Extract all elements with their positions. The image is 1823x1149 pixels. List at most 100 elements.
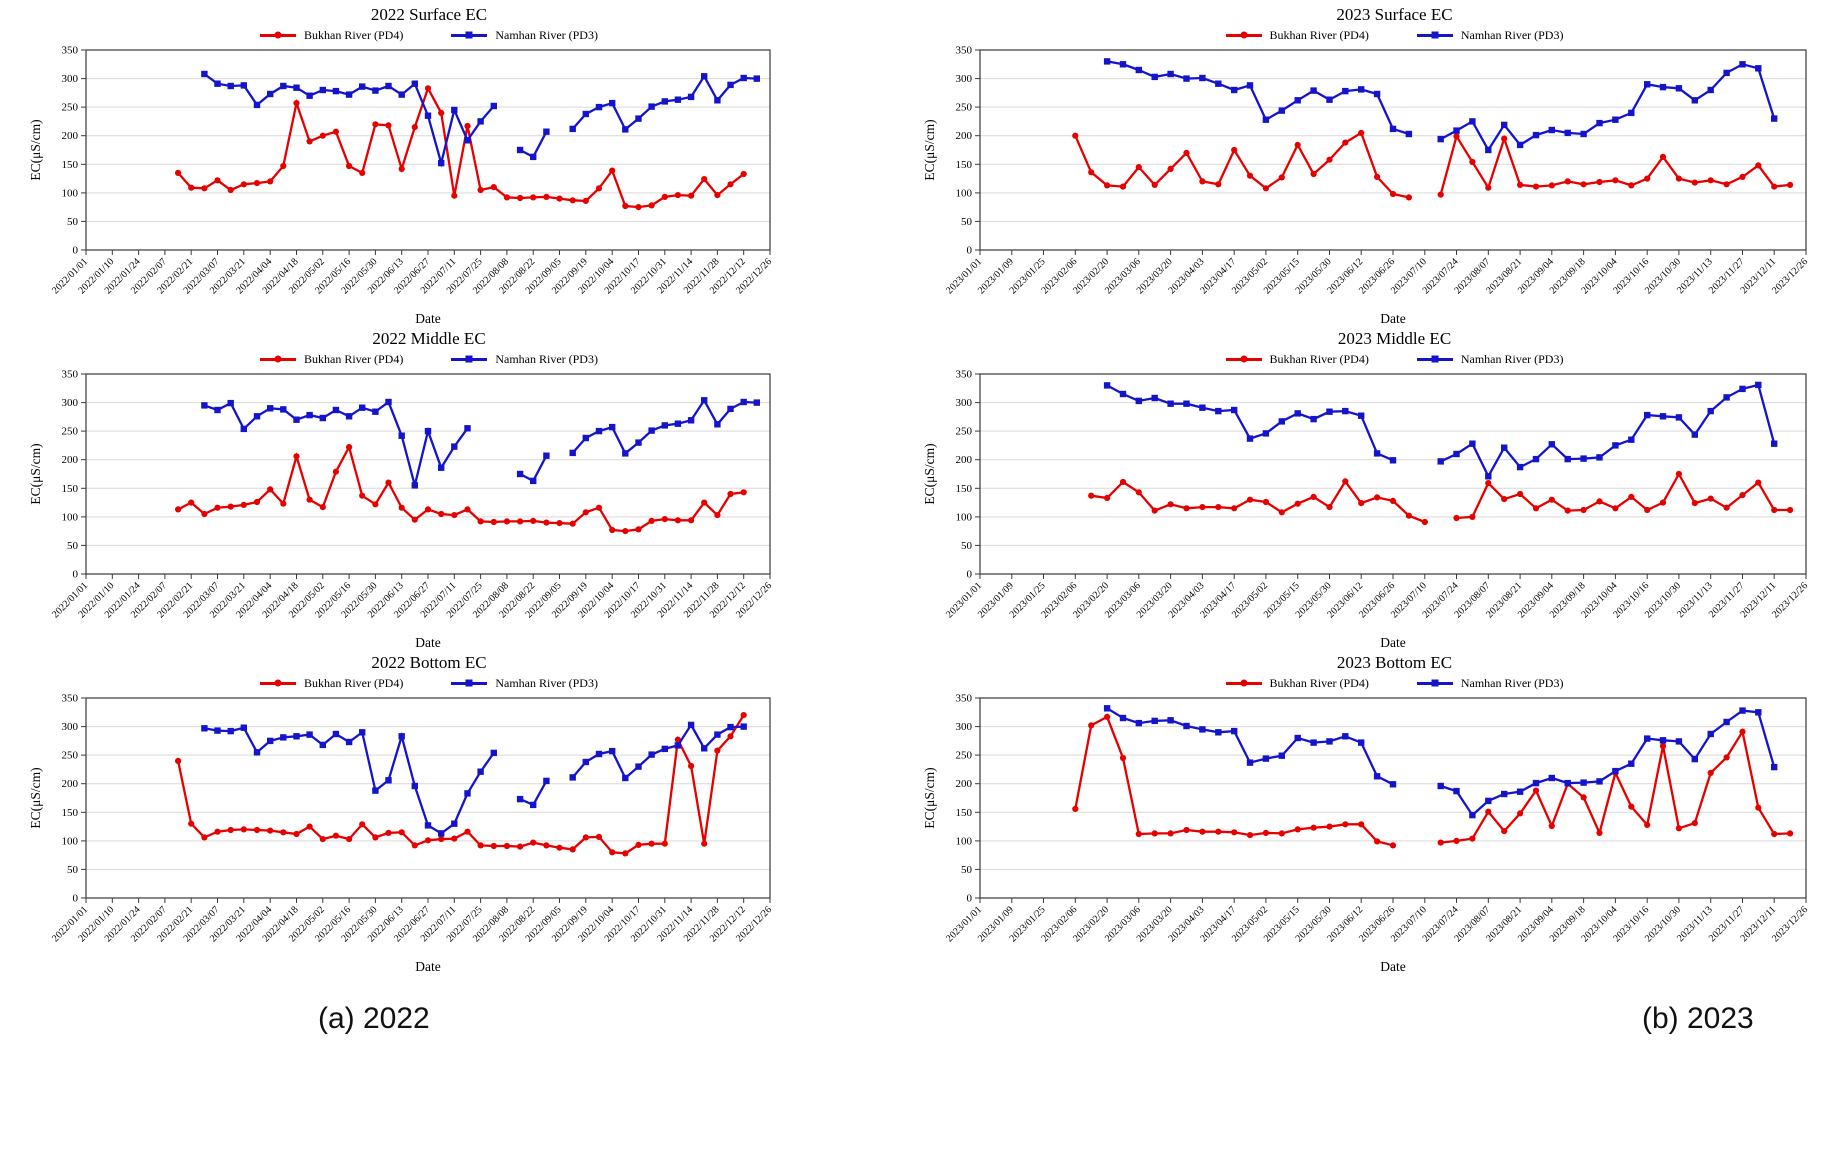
chart-2023-bottom-ec: 2023 Bottom EC Bukhan River (PD4) Namhan…	[920, 652, 1823, 976]
blue-line-swatch	[451, 355, 488, 363]
svg-text:150: 150	[62, 807, 79, 819]
legend-item-bukhan: Bukhan River (PD4)	[260, 28, 403, 43]
svg-text:150: 150	[956, 159, 973, 171]
svg-text:300: 300	[62, 397, 79, 409]
svg-text:0: 0	[73, 569, 79, 581]
svg-text:EC(μS/cm): EC(μS/cm)	[28, 119, 43, 180]
legend: Bukhan River (PD4) Namhan River (PD3)	[920, 674, 1823, 692]
svg-text:350: 350	[62, 45, 79, 57]
square-marker-icon	[1431, 31, 1439, 39]
legend-label: Bukhan River (PD4)	[1269, 351, 1369, 366]
svg-text:250: 250	[956, 426, 973, 438]
svg-text:250: 250	[62, 426, 79, 438]
square-marker-icon	[465, 679, 473, 687]
legend-item-bukhan: Bukhan River (PD4)	[260, 676, 403, 691]
svg-text:Date: Date	[415, 959, 440, 974]
svg-text:350: 350	[956, 45, 973, 57]
blue-line-swatch	[1416, 31, 1453, 39]
svg-text:200: 200	[956, 778, 973, 790]
legend-item-bukhan: Bukhan River (PD4)	[1225, 28, 1369, 43]
legend-item-namhan: Namhan River (PD3)	[451, 676, 598, 691]
svg-text:50: 50	[961, 864, 973, 876]
svg-text:350: 350	[62, 693, 79, 705]
svg-text:0: 0	[73, 245, 79, 257]
svg-text:0: 0	[967, 569, 973, 581]
svg-text:50: 50	[961, 540, 973, 552]
chart-2022-middle-ec: 2022 Middle EC Bukhan River (PD4) Namhan…	[26, 328, 786, 652]
svg-text:350: 350	[956, 369, 973, 381]
svg-text:100: 100	[956, 511, 973, 523]
svg-text:150: 150	[956, 807, 973, 819]
square-marker-icon	[465, 355, 473, 363]
chart-canvas-2023-middle: 0501001502002503003502023/01/012023/01/0…	[922, 369, 1810, 651]
svg-text:200: 200	[62, 778, 79, 790]
column-2022: 2022 Surface EC Bukhan River (PD4) Namha…	[26, 4, 786, 1036]
chart-2023-surface-ec: 2023 Surface EC Bukhan River (PD4) Namha…	[920, 4, 1823, 328]
legend-label: Namhan River (PD3)	[495, 27, 598, 42]
legend-label: Bukhan River (PD4)	[304, 351, 404, 366]
red-line-swatch	[1225, 679, 1262, 687]
svg-text:50: 50	[67, 864, 79, 876]
legend-label: Namhan River (PD3)	[1460, 27, 1564, 42]
chart-title: 2023 Middle EC	[1337, 329, 1452, 348]
circle-marker-icon	[274, 679, 282, 687]
red-line-swatch	[1225, 355, 1262, 363]
legend-label: Bukhan River (PD4)	[1269, 675, 1369, 690]
legend-item-bukhan: Bukhan River (PD4)	[260, 352, 403, 367]
chart-canvas-2023-bottom: 0501001502002503003502023/01/012023/01/0…	[922, 693, 1810, 975]
svg-text:EC(μS/cm): EC(μS/cm)	[922, 119, 937, 180]
svg-text:200: 200	[62, 454, 79, 466]
legend: Bukhan River (PD4) Namhan River (PD3)	[26, 350, 786, 368]
square-marker-icon	[465, 31, 473, 39]
legend-label: Namhan River (PD3)	[1460, 351, 1564, 366]
svg-text:250: 250	[956, 102, 973, 114]
legend: Bukhan River (PD4) Namhan River (PD3)	[920, 350, 1823, 368]
legend-item-namhan: Namhan River (PD3)	[1416, 27, 1564, 43]
svg-text:350: 350	[62, 369, 79, 381]
chart-canvas-2022-middle: 0501001502002503003502022/01/012022/01/1…	[28, 369, 774, 651]
red-line-swatch	[260, 31, 296, 39]
blue-line-swatch	[451, 679, 488, 687]
square-marker-icon	[1431, 355, 1439, 363]
legend-item-bukhan: Bukhan River (PD4)	[1225, 351, 1369, 367]
red-line-swatch	[1225, 31, 1262, 39]
svg-text:0: 0	[967, 893, 973, 905]
chart-title: 2023 Bottom EC	[1336, 653, 1453, 672]
legend-item-namhan: Namhan River (PD3)	[451, 352, 598, 367]
square-marker-icon	[1431, 679, 1439, 687]
red-line-swatch	[260, 679, 296, 687]
svg-text:250: 250	[62, 750, 79, 762]
svg-text:100: 100	[62, 835, 79, 847]
legend-item-namhan: Namhan River (PD3)	[1416, 351, 1564, 367]
ec-comparison-figure: 2022 Surface EC Bukhan River (PD4) Namha…	[26, 4, 1823, 1036]
legend-label: Namhan River (PD3)	[495, 351, 598, 366]
svg-text:200: 200	[956, 454, 973, 466]
blue-line-swatch	[451, 31, 488, 39]
chart-canvas-2023-surface: 0501001502002503003502023/01/012023/01/0…	[922, 45, 1810, 327]
svg-text:300: 300	[956, 721, 973, 733]
svg-text:Date: Date	[1380, 635, 1405, 650]
legend-item-bukhan: Bukhan River (PD4)	[1225, 675, 1369, 691]
legend: Bukhan River (PD4) Namhan River (PD3)	[920, 26, 1823, 44]
column-2023: 2023 Surface EC Bukhan River (PD4) Namha…	[920, 4, 1823, 1036]
svg-text:EC(μS/cm): EC(μS/cm)	[922, 443, 937, 504]
circle-marker-icon	[1240, 31, 1247, 39]
svg-text:200: 200	[956, 130, 973, 142]
svg-text:100: 100	[956, 187, 973, 199]
svg-text:Date: Date	[1380, 959, 1405, 974]
svg-text:0: 0	[73, 893, 79, 905]
svg-text:300: 300	[956, 397, 973, 409]
svg-text:Date: Date	[415, 311, 440, 326]
chart-title: 2023 Surface EC	[1336, 5, 1453, 24]
svg-text:150: 150	[956, 483, 973, 495]
svg-text:50: 50	[67, 216, 79, 228]
legend-item-namhan: Namhan River (PD3)	[451, 28, 598, 43]
caption-a-2022: (a) 2022	[318, 1002, 430, 1035]
legend-label: Namhan River (PD3)	[1460, 675, 1564, 690]
legend-item-namhan: Namhan River (PD3)	[1416, 675, 1564, 691]
chart-title: 2022 Bottom EC	[371, 653, 487, 672]
circle-marker-icon	[274, 355, 282, 363]
svg-text:50: 50	[961, 216, 973, 228]
chart-title: 2022 Surface EC	[370, 5, 488, 24]
blue-line-swatch	[1416, 355, 1453, 363]
